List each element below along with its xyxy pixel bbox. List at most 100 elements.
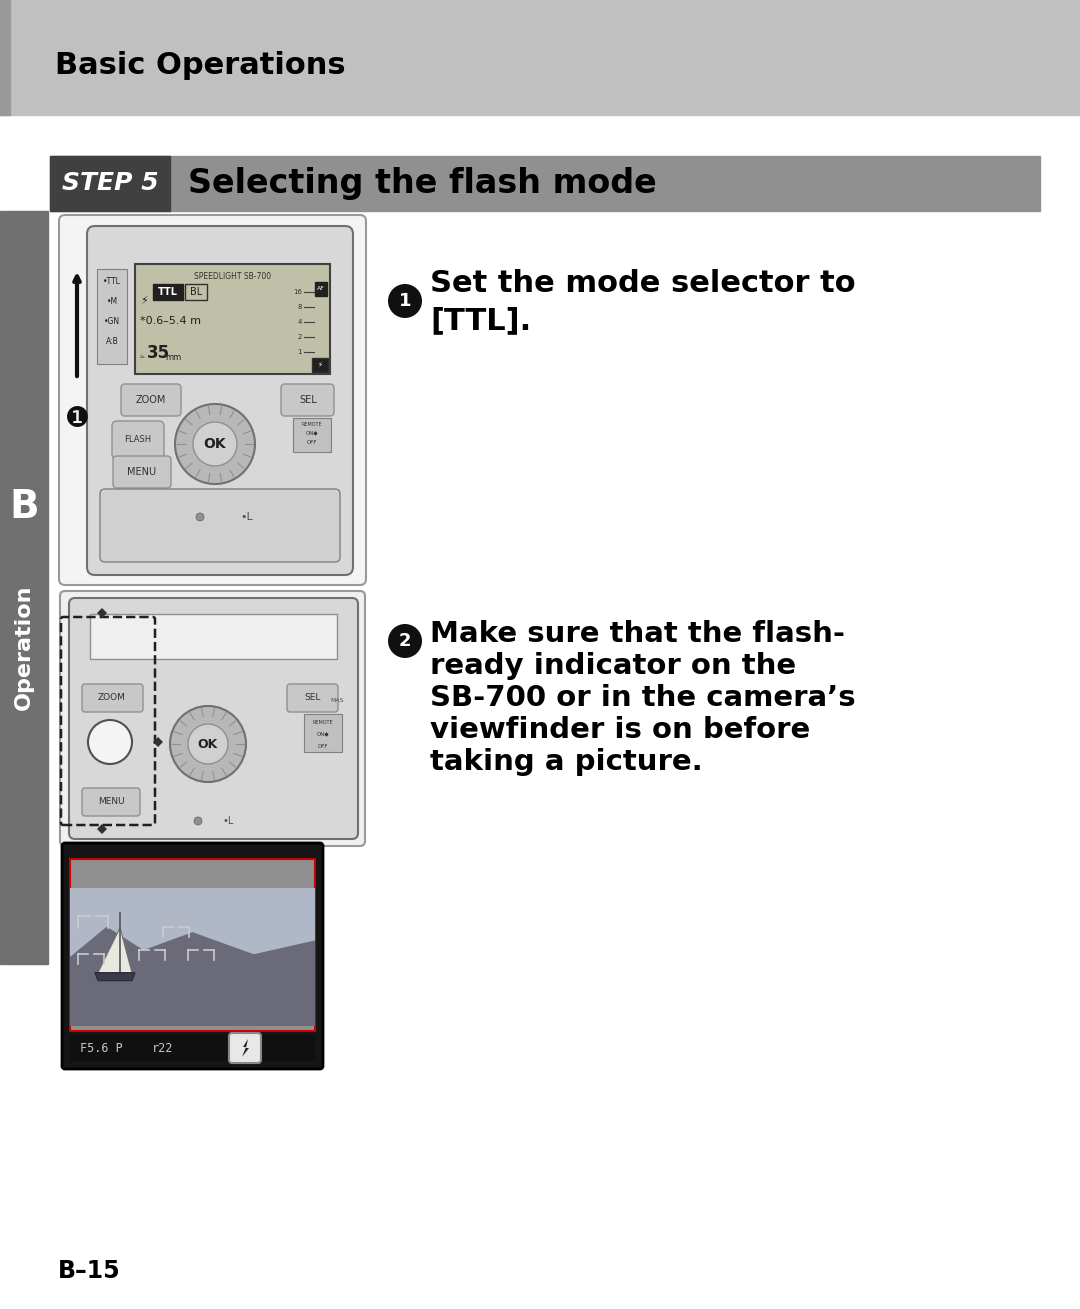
Text: Make sure that the flash-: Make sure that the flash- [430, 620, 845, 648]
Text: ⚡: ⚡ [140, 296, 148, 306]
FancyBboxPatch shape [60, 590, 365, 846]
Text: •M: •M [107, 297, 118, 305]
Text: Set the mode selector to: Set the mode selector to [430, 270, 855, 298]
Text: ²ˣ: ²ˣ [140, 356, 146, 363]
FancyBboxPatch shape [59, 215, 366, 585]
Bar [70, 1035, 315, 1062]
Bar [0, 0, 10, 115]
Text: taking a picture.: taking a picture. [430, 747, 703, 776]
Text: B–15: B–15 [58, 1259, 121, 1283]
Bar [303, 713, 342, 751]
Text: •L: •L [240, 512, 253, 522]
Text: A:B: A:B [106, 336, 119, 346]
Text: AF: AF [318, 287, 325, 292]
Text: TTL: TTL [158, 287, 178, 297]
Text: ⚡: ⚡ [318, 363, 323, 368]
Bar [50, 156, 1040, 211]
Text: r22: r22 [152, 1042, 174, 1055]
Text: REMOTE: REMOTE [301, 421, 322, 427]
Text: MENU: MENU [127, 467, 157, 476]
Text: ON◆: ON◆ [316, 732, 329, 737]
Polygon shape [70, 927, 315, 1026]
Polygon shape [97, 607, 107, 618]
Circle shape [87, 720, 132, 764]
Circle shape [175, 404, 255, 484]
FancyBboxPatch shape [112, 421, 164, 459]
Bar [0, 0, 1080, 115]
Polygon shape [97, 823, 107, 834]
Text: SB-700 or in the camera’s: SB-700 or in the camera’s [430, 685, 855, 712]
Bar [70, 888, 315, 963]
Text: Operation: Operation [14, 585, 33, 711]
Text: SEL: SEL [299, 395, 316, 404]
Text: SEL: SEL [305, 694, 321, 703]
FancyBboxPatch shape [121, 384, 181, 416]
FancyBboxPatch shape [113, 456, 171, 488]
Bar [135, 264, 330, 374]
Text: ❶: ❶ [65, 404, 90, 433]
Text: ready indicator on the: ready indicator on the [430, 652, 796, 679]
Text: B: B [10, 488, 39, 526]
Text: F5.6 P: F5.6 P [80, 1042, 123, 1055]
Polygon shape [95, 973, 135, 980]
Text: 2: 2 [298, 334, 302, 340]
Bar [70, 859, 315, 1031]
Circle shape [170, 706, 246, 781]
FancyBboxPatch shape [87, 226, 353, 575]
FancyBboxPatch shape [82, 788, 140, 816]
Text: mm: mm [165, 353, 181, 363]
Text: OK: OK [198, 737, 218, 750]
Text: Selecting the flash mode: Selecting the flash mode [188, 168, 657, 200]
Text: FLASH: FLASH [124, 436, 151, 445]
Text: 1: 1 [399, 292, 411, 310]
Bar [70, 957, 315, 1026]
Text: 8: 8 [297, 304, 302, 310]
Text: BL: BL [190, 287, 202, 297]
Text: •L: •L [222, 816, 234, 826]
Text: 16: 16 [293, 289, 302, 295]
Text: OK: OK [204, 437, 227, 452]
Circle shape [193, 421, 237, 466]
Text: ZOOM: ZOOM [98, 694, 126, 703]
FancyBboxPatch shape [100, 490, 340, 562]
FancyBboxPatch shape [69, 598, 357, 839]
Text: ZOOM: ZOOM [136, 395, 166, 404]
FancyBboxPatch shape [281, 384, 334, 416]
FancyBboxPatch shape [287, 685, 338, 712]
Text: REMOTE: REMOTE [313, 720, 334, 724]
Bar [153, 284, 183, 300]
Circle shape [188, 724, 228, 764]
Bar [90, 614, 337, 658]
Bar [97, 270, 127, 364]
Text: 4: 4 [298, 319, 302, 325]
Text: [TTL].: [TTL]. [430, 306, 531, 335]
Text: STEP 5: STEP 5 [62, 171, 159, 195]
FancyBboxPatch shape [229, 1033, 261, 1063]
Text: 1: 1 [297, 350, 302, 355]
FancyBboxPatch shape [82, 685, 143, 712]
Text: MAS: MAS [330, 698, 345, 703]
Circle shape [388, 624, 422, 658]
Text: ON◆: ON◆ [306, 431, 319, 436]
Text: OFF: OFF [318, 744, 328, 749]
Text: 2: 2 [399, 632, 411, 651]
Text: OFF: OFF [307, 440, 318, 445]
Text: •GN: •GN [104, 317, 120, 326]
Bar [50, 156, 170, 211]
Polygon shape [242, 1039, 249, 1056]
Circle shape [388, 284, 422, 318]
Circle shape [194, 817, 202, 825]
Text: *0.6–5.4 m: *0.6–5.4 m [140, 315, 201, 326]
Bar [0, 211, 48, 963]
Text: viewfinder is on before: viewfinder is on before [430, 716, 810, 744]
Text: SPEEDLIGHT SB-700: SPEEDLIGHT SB-700 [194, 272, 271, 281]
Bar [293, 418, 330, 452]
Text: •TTL: •TTL [103, 276, 121, 285]
Circle shape [195, 513, 204, 521]
Text: MENU: MENU [97, 797, 124, 806]
Bar [315, 281, 327, 296]
Polygon shape [98, 928, 132, 973]
Polygon shape [153, 737, 163, 747]
Bar [185, 284, 207, 300]
Bar [312, 357, 328, 372]
